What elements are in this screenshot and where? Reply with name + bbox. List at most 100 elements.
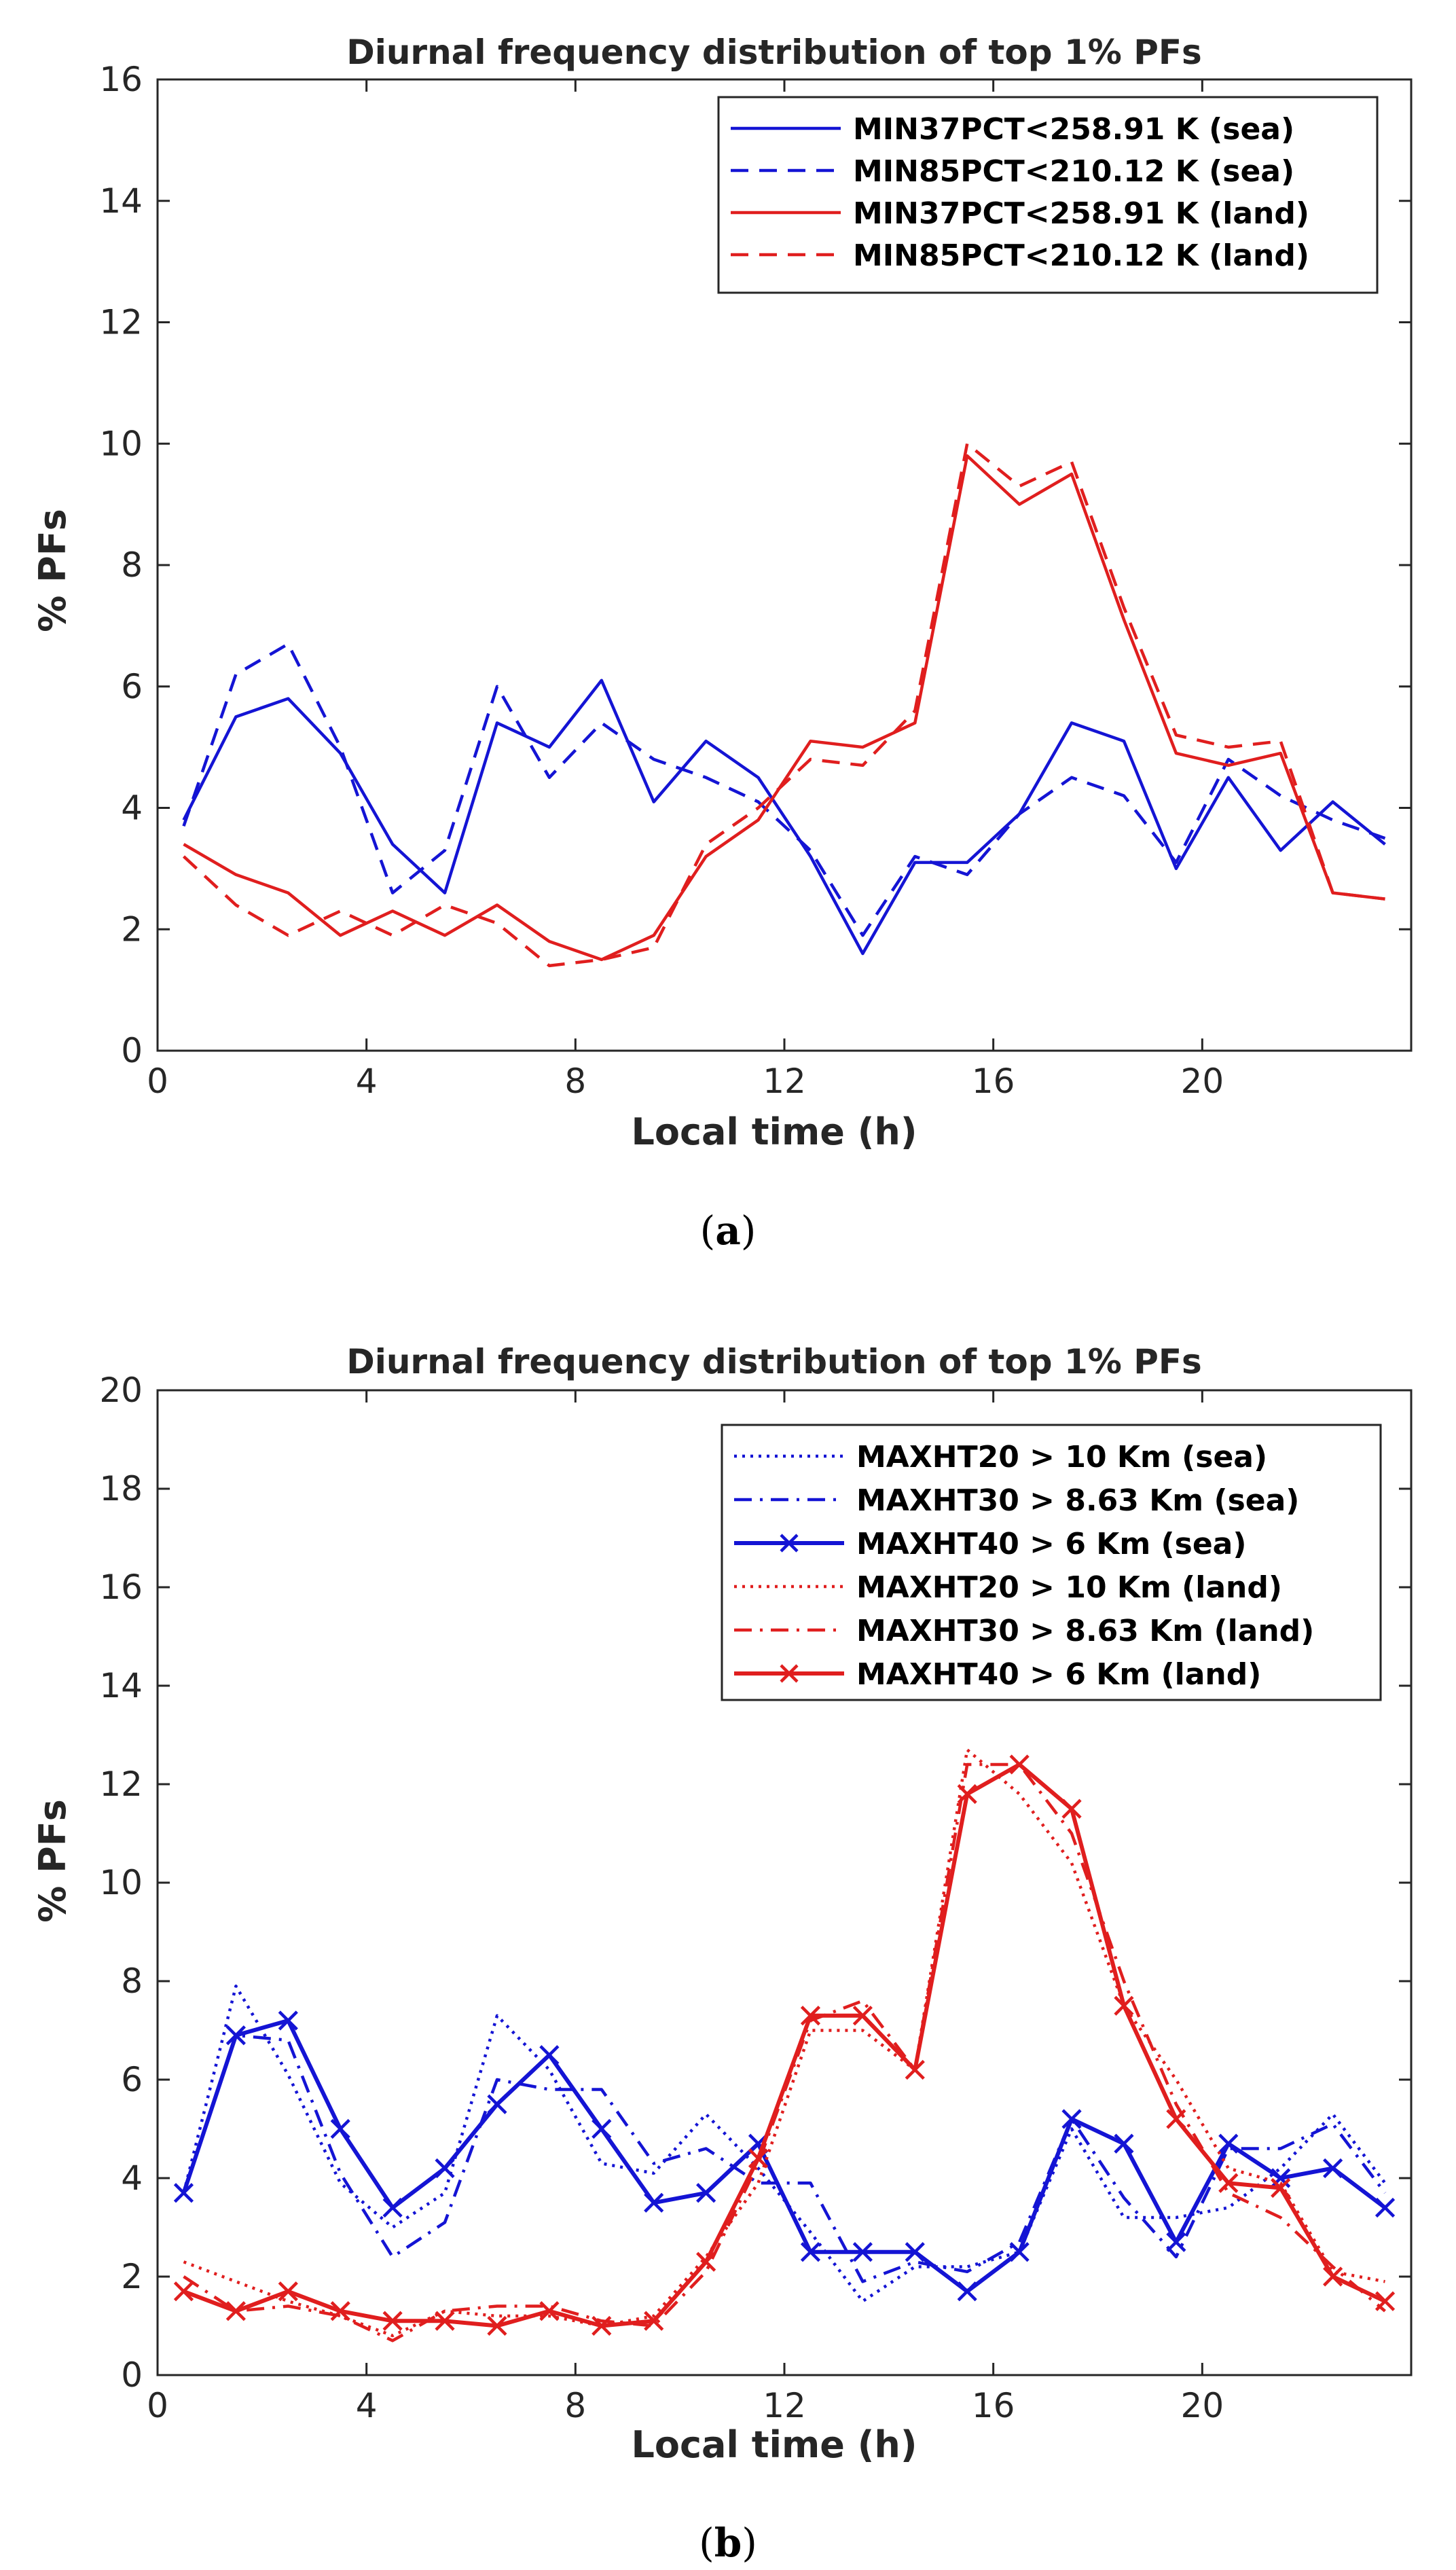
chart-a-ytick-label: 4 — [121, 789, 143, 828]
chart-a-ytick-label: 8 — [121, 545, 143, 585]
chart-b-xtick-label: 16 — [972, 2386, 1015, 2425]
chart-a-series-0-line — [182, 678, 1386, 956]
chart-b-series-5-point — [1009, 1754, 1030, 1775]
chart-a-xtick-label: 12 — [763, 1062, 806, 1101]
chart-a-series-2-line — [183, 454, 1385, 962]
chart-b-legend-label: MAXHT40 > 6 Km (sea) — [856, 1527, 1246, 1561]
chart-b-series-2-point — [382, 2197, 403, 2218]
chart-b-series-2-point — [435, 2158, 455, 2179]
chart-b-series-5-point — [1114, 1995, 1134, 2016]
chart-b-series-5-point — [800, 2006, 821, 2026]
chart-b-series-2-point — [1218, 2133, 1239, 2154]
chart-a-ytick-label: 14 — [99, 181, 143, 221]
chart-b-series-5-point — [330, 2301, 350, 2321]
chart-b-series-5-point — [225, 2301, 246, 2321]
chart-a-ytick-label: 16 — [99, 60, 143, 99]
chart-b-series-2-point — [696, 2183, 716, 2203]
chart-b-xtick-label: 8 — [564, 2386, 586, 2425]
chart-b-series-0-line — [182, 1985, 1387, 2303]
chart-b-series-2-point — [644, 2192, 664, 2213]
chart-a-series-3-line — [182, 442, 1385, 968]
chart-b: Diurnal frequency distribution of top 1%… — [31, 1342, 1413, 2566]
chart-b-series-5-point — [1166, 2109, 1186, 2129]
chart-a-ytick-label: 6 — [121, 667, 143, 706]
chart-b-caption: (b) — [699, 2520, 757, 2566]
chart-b-series-2-point — [539, 2045, 560, 2065]
chart-a-legend-label: MIN37PCT<258.91 K (land) — [853, 196, 1309, 231]
chart-b-series-5-point — [852, 2006, 873, 2026]
chart-b-series-5-point — [173, 2281, 194, 2302]
chart-b-series-5-point — [957, 1784, 977, 1805]
chart-a-xtick-label: 8 — [564, 1062, 586, 1101]
chart-b-legend-label: MAXHT40 > 6 Km (land) — [856, 1657, 1261, 1692]
chart-b-series-5-point — [644, 2311, 664, 2331]
chart-b-legend-label: MAXHT30 > 8.63 Km (sea) — [856, 1483, 1299, 1518]
chart-b-series-2-point — [1009, 2242, 1030, 2262]
chart-b-ytick-label: 0 — [121, 2355, 143, 2395]
chart-b-xtick-label: 0 — [147, 2386, 168, 2425]
chart-b-legend-marker — [780, 1664, 799, 1683]
chart-a-xtick-label: 0 — [147, 1062, 168, 1101]
chart-b-series-2-point — [278, 2010, 298, 2031]
chart-b-series-2-point — [1166, 2232, 1186, 2252]
chart-b-series-5-line — [183, 1762, 1386, 2328]
chart-b-series-4-line — [183, 1762, 1386, 2342]
chart-b-series-2-point — [852, 2242, 873, 2262]
chart-b-series-5-point — [278, 2281, 298, 2302]
chart-b-ytick-label: 2 — [121, 2257, 143, 2296]
chart-b-legend-label: MAXHT20 > 10 Km (land) — [856, 1570, 1282, 1605]
chart-b-series-2-point — [905, 2242, 925, 2262]
chart-b-series-5-point — [748, 2148, 769, 2169]
chart-b-series-5-point — [487, 2315, 507, 2336]
chart-b-series-5-point — [1375, 2291, 1396, 2311]
chart-b-series-5-point — [592, 2315, 612, 2336]
chart-a-xlabel: Local time (h) — [631, 1110, 917, 1153]
chart-b-series-2-line — [181, 2019, 1387, 2294]
chart-b-ytick-label: 8 — [121, 1961, 143, 2001]
chart-a-legend-label: MIN85PCT<210.12 K (land) — [853, 238, 1309, 273]
chart-a: Diurnal frequency distribution of top 1%… — [31, 33, 1413, 1254]
chart-b-series-5-point — [1218, 2173, 1239, 2193]
chart-b-series-5-point — [435, 2311, 455, 2331]
chart-b-series-2-point — [1375, 2197, 1396, 2218]
chart-b-legend-label: MAXHT20 > 10 Km (sea) — [856, 1440, 1267, 1474]
chart-b-ytick-label: 14 — [99, 1666, 143, 1705]
chart-b-series-2-point — [330, 2118, 350, 2139]
chart-b-series-2-point — [225, 2025, 246, 2046]
chart-b-series-2-point — [592, 2118, 612, 2139]
chart-a-legend-label: MIN37PCT<258.91 K (sea) — [853, 112, 1294, 147]
chart-b-series-5-point — [382, 2311, 403, 2331]
chart-b-series-5-point — [1061, 1798, 1082, 1819]
chart-b-series-1-line — [182, 2033, 1387, 2283]
chart-b-title: Diurnal frequency distribution of top 1%… — [346, 1342, 1202, 1381]
chart-b-series-5-point — [905, 2059, 925, 2080]
chart-b-ylabel: % PFs — [31, 1799, 74, 1923]
chart-b-series-5-point — [696, 2251, 716, 2272]
chart-a-ytick-label: 10 — [99, 424, 143, 463]
chart-b-series-5-point — [539, 2301, 560, 2321]
chart-b-series-2-point — [957, 2281, 977, 2302]
chart-a-series-1-line — [182, 642, 1386, 937]
chart-b-series-2-point — [1323, 2158, 1343, 2179]
chart-b-legend-box — [721, 1424, 1382, 1701]
chart-b-xtick-label: 4 — [356, 2386, 378, 2425]
chart-b-ytick-label: 18 — [99, 1469, 143, 1508]
chart-b-legend-label: MAXHT30 > 8.63 Km (land) — [856, 1614, 1314, 1648]
chart-b-series-2-point — [1114, 2133, 1134, 2154]
chart-b-series-2-point — [800, 2242, 821, 2262]
chart-a-xtick-label: 4 — [356, 1062, 378, 1101]
chart-b-xlabel: Local time (h) — [631, 2423, 917, 2466]
chart-a-ytick-label: 0 — [121, 1031, 143, 1070]
chart-b-ytick-label: 4 — [121, 2158, 143, 2198]
chart-b-ytick-label: 20 — [99, 1371, 143, 1410]
chart-b-series-5-point — [1323, 2266, 1343, 2287]
chart-b-ytick-label: 12 — [99, 1764, 143, 1804]
chart-b-ytick-label: 6 — [121, 2060, 143, 2099]
chart-a-xtick-label: 20 — [1181, 1062, 1224, 1101]
chart-b-series-2-point — [173, 2183, 194, 2203]
chart-b-series-2-point — [487, 2094, 507, 2114]
chart-b-ytick-label: 10 — [99, 1863, 143, 1902]
chart-b-series-3-line — [183, 1748, 1385, 2338]
chart-a-caption: (a) — [700, 1208, 757, 1254]
